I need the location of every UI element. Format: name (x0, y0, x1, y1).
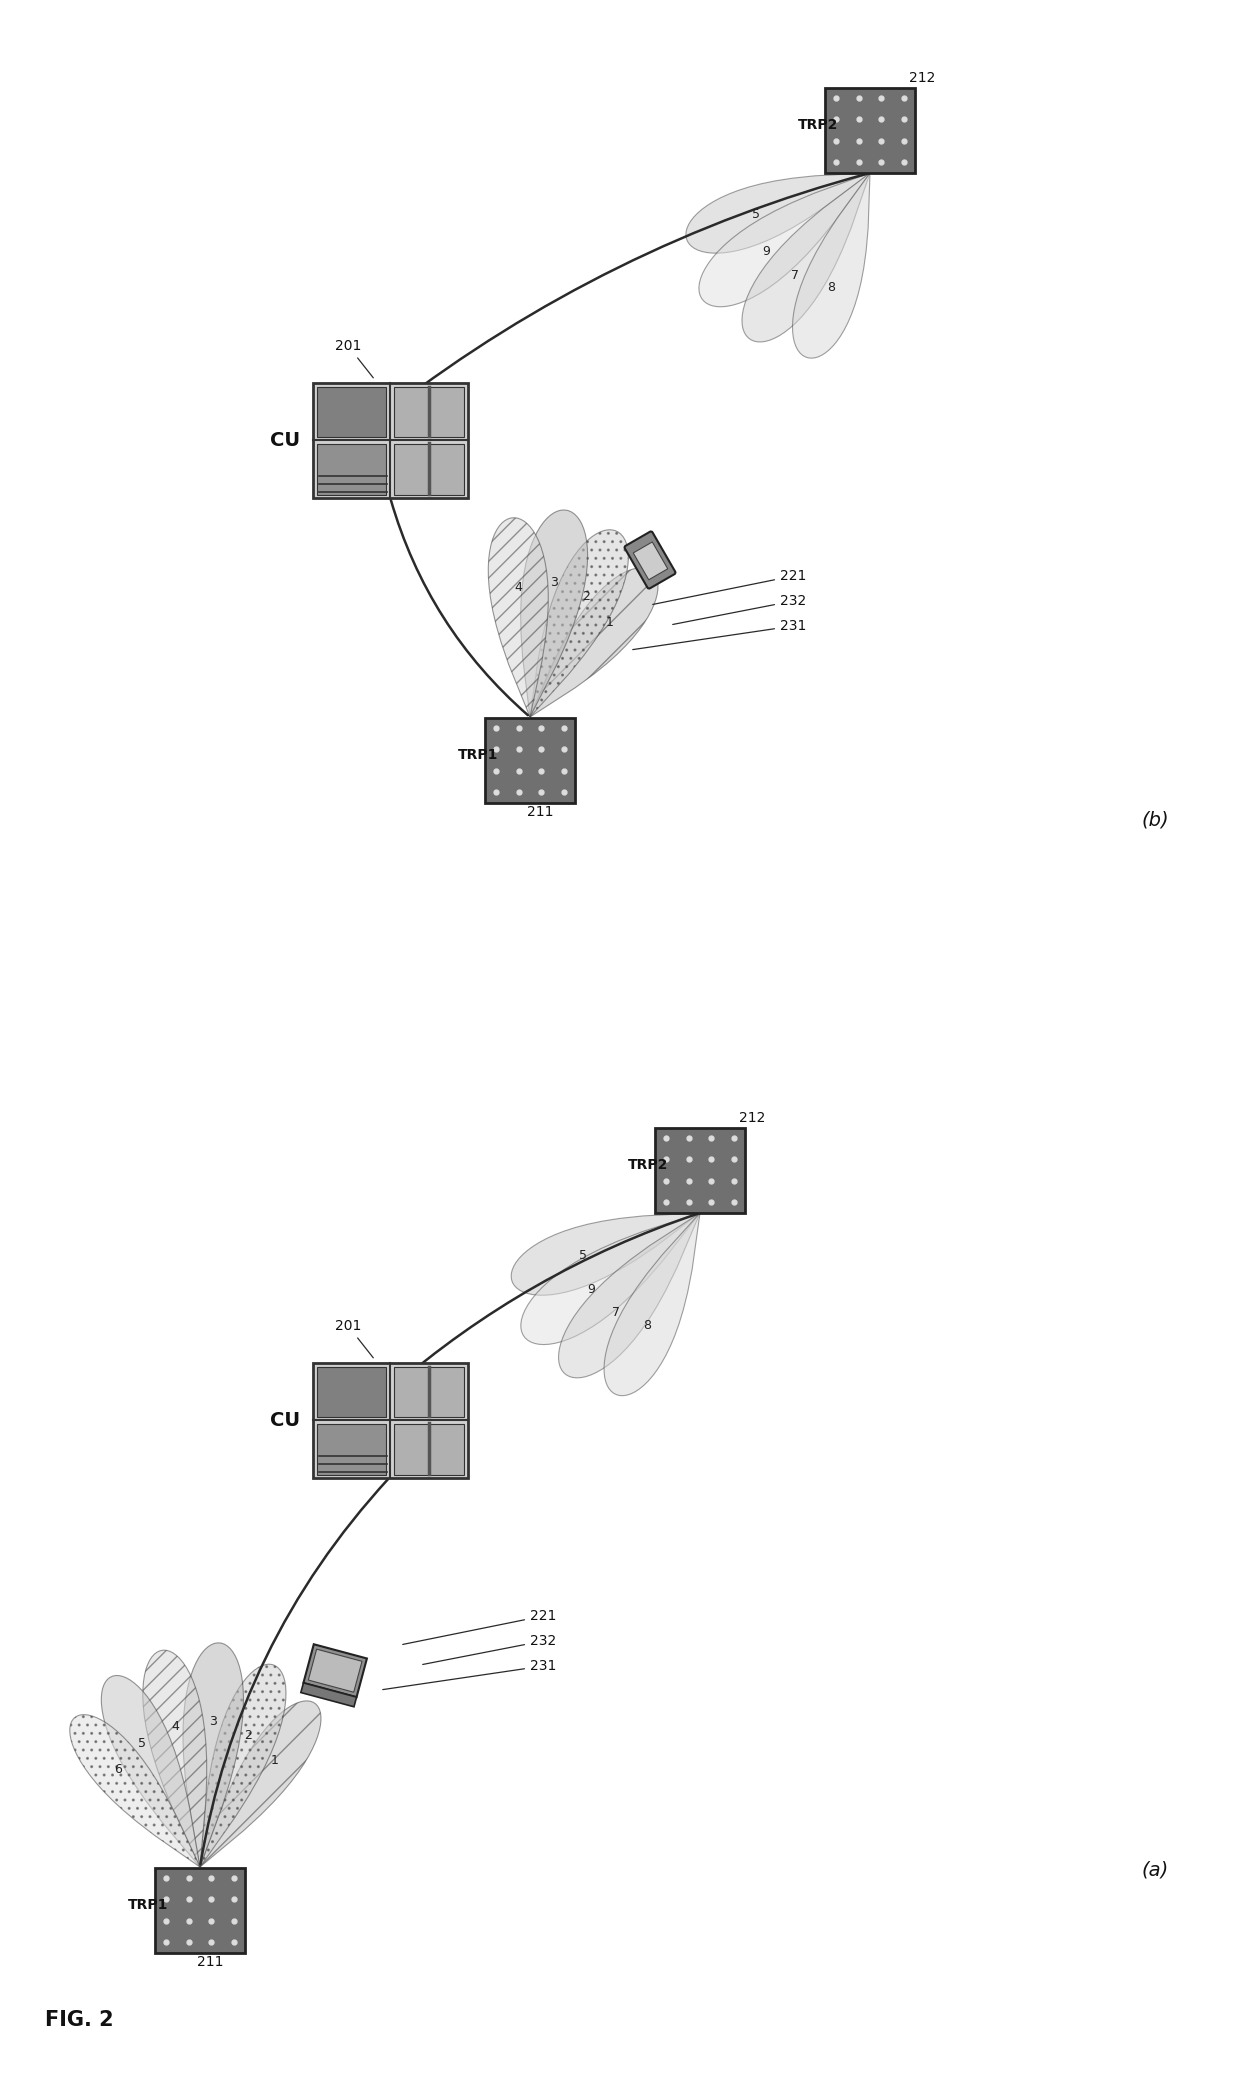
Polygon shape (521, 511, 588, 718)
FancyBboxPatch shape (316, 1423, 386, 1473)
Polygon shape (200, 1664, 286, 1867)
Polygon shape (184, 1643, 243, 1867)
Text: TRP2: TRP2 (797, 117, 838, 132)
FancyBboxPatch shape (312, 1363, 467, 1478)
Text: 211: 211 (197, 1955, 223, 1970)
Text: 7: 7 (791, 270, 800, 283)
Polygon shape (686, 174, 870, 253)
Polygon shape (699, 174, 870, 308)
FancyBboxPatch shape (394, 1367, 464, 1417)
FancyBboxPatch shape (312, 383, 467, 498)
Text: 8: 8 (827, 280, 835, 293)
Text: 4: 4 (171, 1720, 179, 1733)
Text: 4: 4 (515, 582, 522, 594)
Polygon shape (200, 1702, 321, 1867)
Polygon shape (521, 1214, 701, 1344)
FancyBboxPatch shape (316, 387, 386, 437)
FancyBboxPatch shape (155, 1867, 246, 1953)
Polygon shape (489, 517, 548, 718)
Polygon shape (69, 1714, 200, 1867)
Polygon shape (529, 530, 629, 718)
Text: 231: 231 (632, 620, 806, 649)
Text: 201: 201 (335, 339, 373, 379)
Text: 5: 5 (753, 207, 760, 222)
Polygon shape (792, 174, 870, 358)
Text: 7: 7 (613, 1306, 620, 1319)
Polygon shape (604, 1214, 701, 1396)
FancyBboxPatch shape (825, 88, 915, 172)
Text: 2: 2 (244, 1729, 252, 1741)
FancyBboxPatch shape (394, 387, 464, 437)
Text: CU: CU (270, 431, 300, 450)
Text: TRP1: TRP1 (128, 1898, 169, 1913)
Text: 232: 232 (423, 1635, 557, 1664)
Text: 212: 212 (909, 71, 935, 86)
Text: 231: 231 (383, 1660, 557, 1689)
Text: TRP2: TRP2 (627, 1157, 668, 1172)
Text: (a): (a) (1141, 1861, 1168, 1880)
Text: 5: 5 (139, 1737, 146, 1750)
Polygon shape (742, 174, 870, 341)
Polygon shape (558, 1214, 701, 1377)
Text: 8: 8 (644, 1319, 651, 1331)
FancyBboxPatch shape (316, 444, 386, 494)
FancyBboxPatch shape (316, 1367, 386, 1417)
Text: 9: 9 (763, 245, 770, 257)
FancyBboxPatch shape (301, 1683, 357, 1706)
Text: 221: 221 (403, 1610, 557, 1645)
Text: 212: 212 (739, 1111, 765, 1126)
FancyBboxPatch shape (634, 542, 668, 580)
FancyBboxPatch shape (394, 1423, 464, 1473)
Polygon shape (102, 1676, 200, 1867)
FancyBboxPatch shape (304, 1645, 367, 1697)
Text: 6: 6 (114, 1764, 123, 1777)
Text: (b): (b) (1141, 810, 1169, 829)
Text: 1: 1 (270, 1754, 279, 1766)
Text: FIG. 2: FIG. 2 (45, 2009, 114, 2030)
Text: 221: 221 (652, 569, 806, 605)
Polygon shape (143, 1649, 207, 1867)
Text: 232: 232 (673, 594, 806, 624)
FancyBboxPatch shape (625, 532, 676, 588)
FancyBboxPatch shape (309, 1649, 362, 1693)
FancyBboxPatch shape (485, 718, 575, 802)
Polygon shape (529, 567, 658, 718)
Polygon shape (511, 1214, 701, 1296)
Text: 9: 9 (587, 1283, 595, 1296)
Text: 1: 1 (605, 615, 614, 628)
Text: 3: 3 (549, 576, 558, 588)
Text: CU: CU (270, 1411, 300, 1430)
Text: 211: 211 (527, 806, 553, 818)
Text: TRP1: TRP1 (458, 747, 498, 762)
FancyBboxPatch shape (394, 444, 464, 494)
FancyBboxPatch shape (655, 1128, 745, 1212)
Text: 2: 2 (583, 590, 590, 603)
Text: 201: 201 (335, 1319, 373, 1358)
Text: 3: 3 (208, 1714, 217, 1729)
Text: 5: 5 (579, 1250, 588, 1262)
